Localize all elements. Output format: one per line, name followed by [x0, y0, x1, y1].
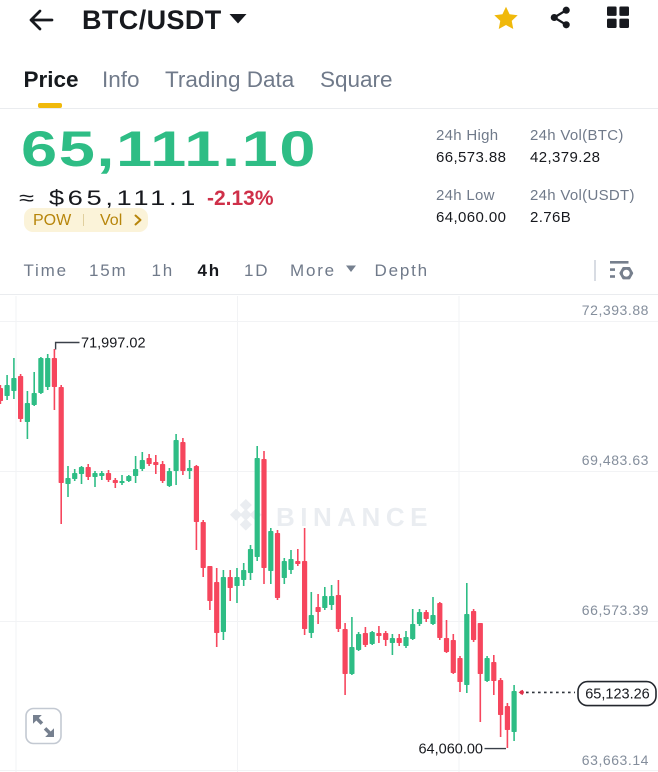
svg-text:71,997.02: 71,997.02 [81, 336, 146, 352]
svg-text:72,393.88: 72,393.88 [582, 302, 649, 318]
svg-text:65,123.26: 65,123.26 [585, 686, 650, 702]
svg-text:BINANCE: BINANCE [276, 502, 433, 532]
svg-text:66,573.39: 66,573.39 [582, 602, 649, 618]
svg-text:63,663.14: 63,663.14 [582, 752, 649, 768]
svg-text:64,060.00: 64,060.00 [418, 741, 483, 757]
svg-text:69,483.63: 69,483.63 [582, 452, 649, 468]
